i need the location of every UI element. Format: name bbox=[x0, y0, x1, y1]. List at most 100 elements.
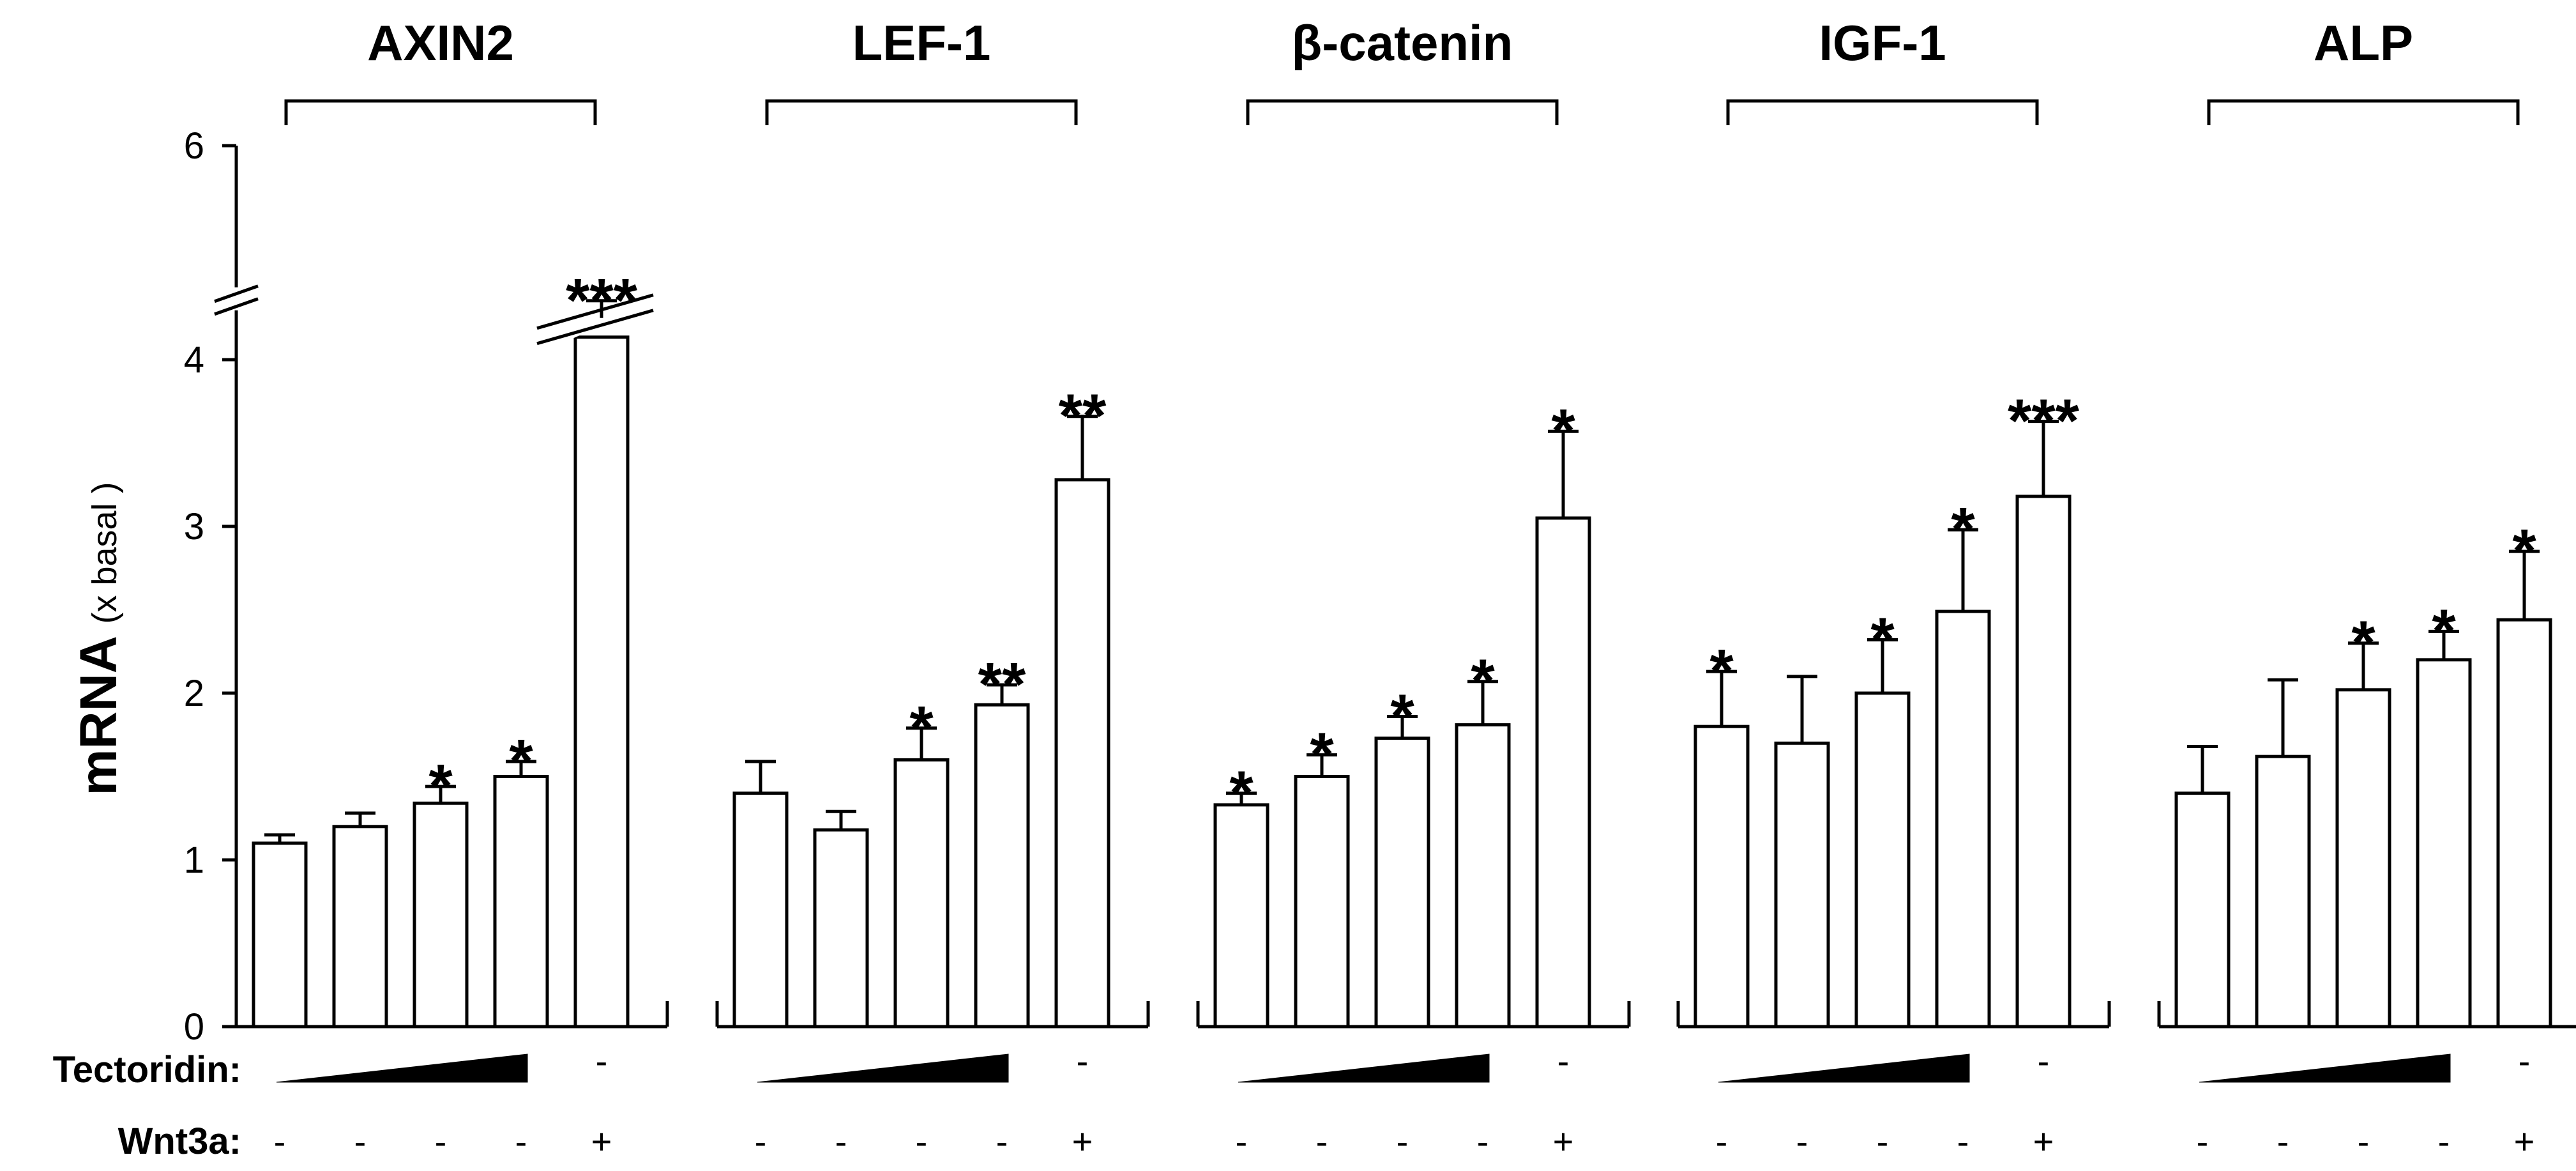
wnt3a-sign: - bbox=[2197, 1121, 2209, 1161]
panel-title: LEF-1 bbox=[852, 15, 991, 71]
y-tick-label: 1 bbox=[184, 839, 204, 881]
y-axis-label: mRNA bbox=[70, 636, 128, 796]
panel-bracket bbox=[284, 99, 597, 125]
tectoridin-sign: - bbox=[596, 1041, 608, 1081]
bar bbox=[493, 775, 549, 1029]
wnt3a-sign: - bbox=[1236, 1121, 1248, 1161]
wnt3a-sign: - bbox=[1477, 1121, 1489, 1161]
tectoridin-sign: - bbox=[1557, 1041, 1570, 1081]
bar bbox=[893, 758, 950, 1029]
wnt3a-sign: - bbox=[835, 1121, 847, 1161]
wnt3a-row-label: Wnt3a: bbox=[118, 1121, 241, 1162]
wnt3a-sign: - bbox=[1316, 1121, 1328, 1161]
wnt3a-sign: - bbox=[515, 1121, 527, 1161]
wnt3a-sign: - bbox=[1796, 1121, 1808, 1161]
y-axis-break-mark bbox=[214, 284, 259, 303]
bar bbox=[732, 792, 789, 1029]
wnt3a-sign: + bbox=[2514, 1121, 2535, 1161]
y-tick-label: 0 bbox=[184, 1006, 204, 1048]
bar bbox=[1213, 803, 1269, 1029]
tectoridin-dose-ramp bbox=[276, 1053, 528, 1083]
tectoridin-sign: - bbox=[2038, 1041, 2050, 1081]
bar bbox=[2174, 792, 2231, 1029]
wnt3a-sign: - bbox=[1716, 1121, 1728, 1161]
tectoridin-dose-ramp bbox=[1238, 1053, 1490, 1083]
significance-stars: *** bbox=[2008, 387, 2080, 455]
panel-bracket bbox=[2207, 99, 2520, 125]
significance-stars: * bbox=[2351, 609, 2375, 677]
y-tick-label: 6 bbox=[184, 125, 204, 167]
tectoridin-dose-ramp bbox=[2199, 1053, 2451, 1083]
significance-stars: * bbox=[909, 694, 934, 762]
wnt3a-sign: - bbox=[755, 1121, 767, 1161]
bar bbox=[413, 801, 469, 1029]
bar bbox=[1935, 609, 1991, 1029]
tectoridin-dose-ramp bbox=[1718, 1053, 1970, 1083]
bar bbox=[1294, 775, 1350, 1029]
bar bbox=[974, 703, 1030, 1029]
tectoridin-sign: - bbox=[1077, 1041, 1089, 1081]
bar bbox=[2015, 494, 2072, 1029]
bar bbox=[332, 825, 388, 1029]
significance-stars: * bbox=[1709, 637, 1734, 705]
bar bbox=[573, 335, 630, 1029]
bar bbox=[2335, 688, 2391, 1029]
bar bbox=[1374, 736, 1430, 1029]
svg-text:mRNA (x basal ): mRNA (x basal ) bbox=[70, 482, 128, 795]
significance-stars: * bbox=[2512, 517, 2536, 585]
wnt3a-sign: - bbox=[354, 1121, 367, 1161]
bar bbox=[1854, 691, 1911, 1029]
wnt3a-sign: + bbox=[1072, 1121, 1093, 1161]
significance-stars: *** bbox=[566, 266, 638, 335]
panel-title: β-catenin bbox=[1292, 15, 1513, 71]
bar bbox=[252, 841, 308, 1029]
significance-stars: * bbox=[1310, 721, 1334, 789]
significance-stars: * bbox=[1229, 759, 1254, 827]
bar-break-mark bbox=[536, 293, 654, 330]
wnt3a-sign: - bbox=[1877, 1121, 1889, 1161]
bar bbox=[2496, 618, 2552, 1029]
significance-stars: * bbox=[1471, 647, 1495, 716]
y-axis-unit: (x basal ) bbox=[86, 482, 124, 624]
panel-bracket bbox=[1726, 99, 2039, 125]
significance-stars: * bbox=[1870, 605, 1895, 673]
panel-bracket bbox=[1246, 99, 1559, 125]
significance-stars: * bbox=[428, 752, 453, 820]
wnt3a-sign: - bbox=[2277, 1121, 2289, 1161]
y-tick-label: 2 bbox=[184, 673, 204, 714]
significance-stars: * bbox=[509, 727, 533, 795]
tectoridin-dose-ramp bbox=[757, 1053, 1009, 1083]
panel-title: IGF-1 bbox=[1819, 15, 1946, 71]
wnt3a-sign: + bbox=[1553, 1121, 1574, 1161]
significance-stars: ** bbox=[978, 650, 1026, 719]
y-tick-label: 4 bbox=[184, 339, 204, 381]
significance-stars: * bbox=[1551, 397, 1575, 465]
wnt3a-sign: + bbox=[2033, 1121, 2054, 1161]
panel-bracket bbox=[765, 99, 1078, 125]
panel-title: AXIN2 bbox=[367, 15, 514, 71]
y-tick-label: 3 bbox=[184, 506, 204, 547]
bar-break-mark bbox=[536, 309, 654, 346]
wnt3a-sign: - bbox=[916, 1121, 928, 1161]
wnt3a-sign: - bbox=[996, 1121, 1008, 1161]
bar bbox=[1054, 478, 1110, 1029]
bar bbox=[1774, 741, 1830, 1029]
y-axis-break-mark bbox=[214, 297, 259, 316]
wnt3a-sign: + bbox=[591, 1121, 612, 1161]
wnt3a-sign: - bbox=[2438, 1121, 2450, 1161]
bar bbox=[1455, 723, 1511, 1029]
bar bbox=[1535, 516, 1591, 1029]
tectoridin-sign: - bbox=[2519, 1041, 2531, 1081]
bar bbox=[2416, 658, 2472, 1029]
bar bbox=[1693, 724, 1750, 1029]
significance-stars: * bbox=[2432, 597, 2456, 665]
wnt3a-sign: - bbox=[2358, 1121, 2370, 1161]
wnt3a-sign: - bbox=[1957, 1121, 1969, 1161]
significance-stars: * bbox=[1390, 682, 1414, 751]
bar bbox=[813, 828, 869, 1029]
wnt3a-sign: - bbox=[1397, 1121, 1409, 1161]
bar bbox=[2255, 754, 2311, 1029]
wnt3a-sign: - bbox=[435, 1121, 447, 1161]
